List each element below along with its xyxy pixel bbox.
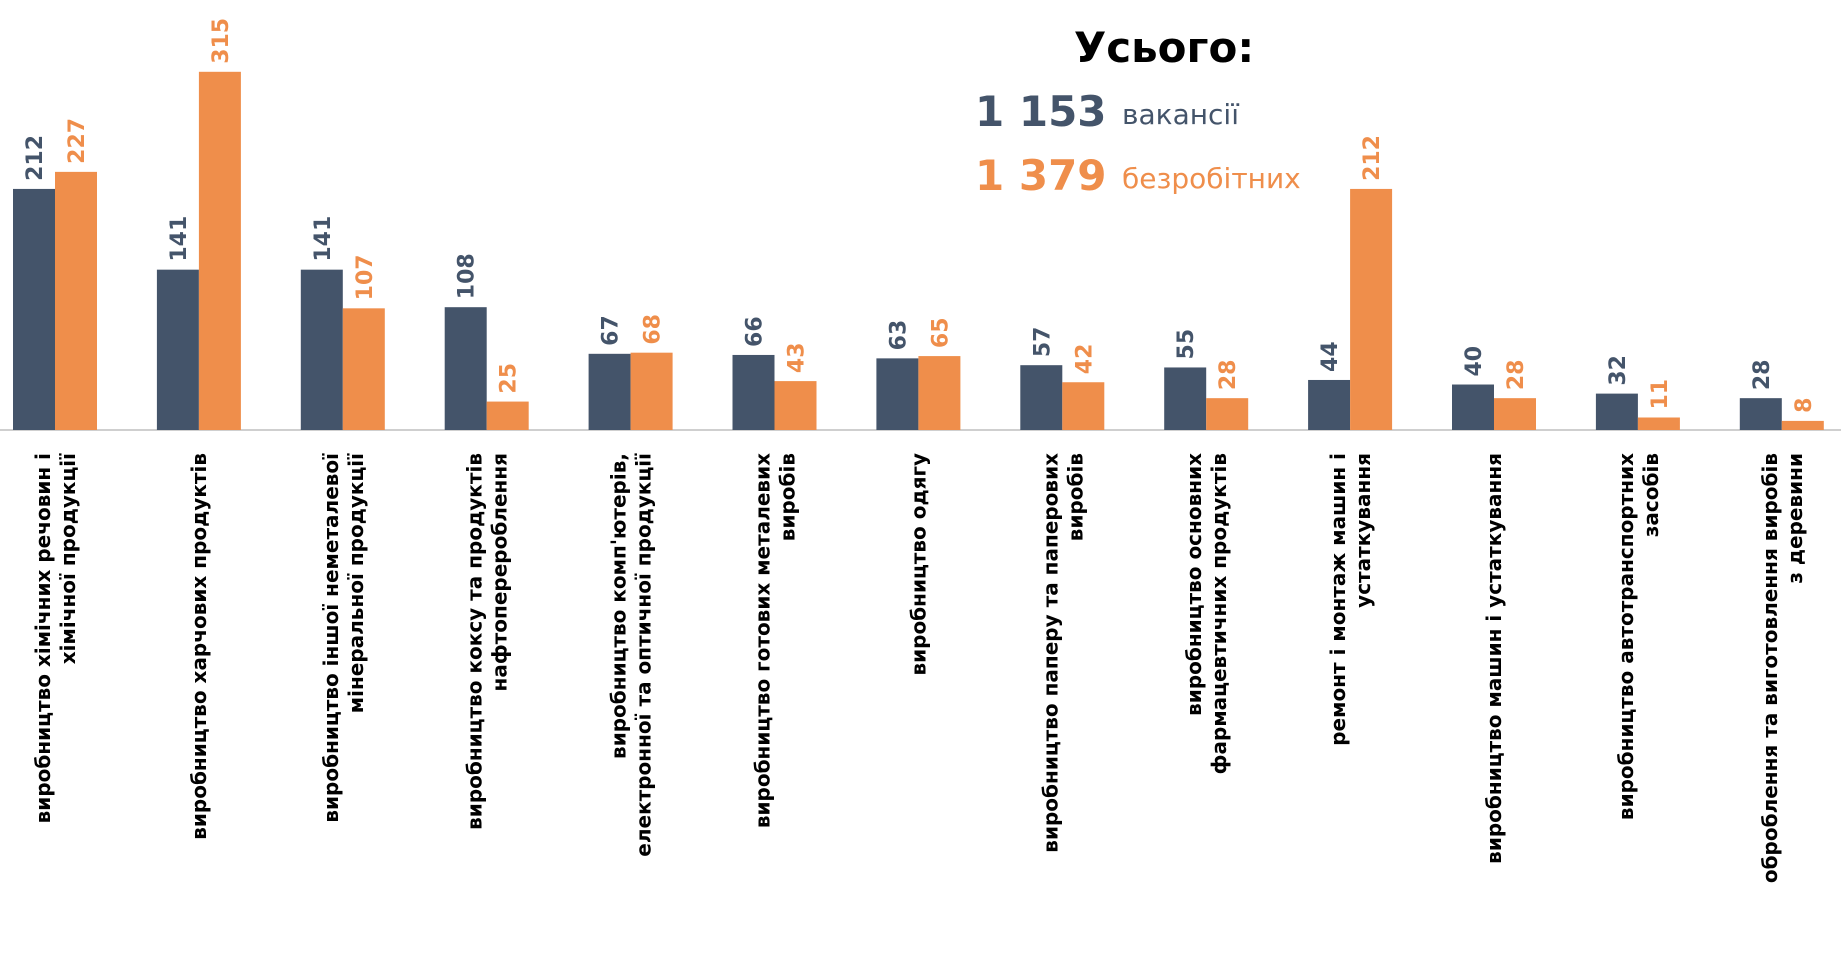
value-label: 108 <box>455 253 480 299</box>
x-tick-label: ремонт і монтаж машин іустаткування <box>1326 453 1375 746</box>
x-tick-label: виробництво машин і устаткування <box>1482 453 1506 864</box>
value-label: 63 <box>886 320 911 351</box>
value-label: 28 <box>1504 360 1529 391</box>
value-label: 55 <box>1174 329 1199 360</box>
bar <box>1020 365 1063 430</box>
value-label: 66 <box>743 316 768 347</box>
value-label: 25 <box>497 363 522 394</box>
bar <box>630 352 673 430</box>
legend-vacancies: вакансії <box>1122 98 1239 131</box>
value-label: 11 <box>1648 379 1673 410</box>
x-tick-label: виробництво основнихфармацевтичних проду… <box>1182 453 1231 774</box>
bar <box>1452 384 1494 430</box>
bar <box>1637 417 1680 430</box>
x-tick-label: виробництво іншої неметалевоїмінеральної… <box>319 453 368 823</box>
bar <box>588 353 631 430</box>
bar <box>876 358 919 430</box>
bar <box>1350 188 1393 430</box>
value-label: 43 <box>785 342 810 373</box>
bar <box>1164 367 1207 430</box>
bar <box>156 269 199 430</box>
x-tick-label: виробництво автотранспортнихзасобів <box>1614 453 1663 820</box>
total-vacancies: 1 153 <box>975 87 1107 136</box>
total-unemployed: 1 379 <box>975 151 1107 200</box>
bar <box>732 354 775 430</box>
bar <box>55 171 97 430</box>
x-tick-label: оброблення та виготовлення виробівз дере… <box>1758 453 1807 883</box>
bar <box>13 188 55 430</box>
value-label: 28 <box>1216 360 1241 391</box>
value-label: 212 <box>23 135 48 181</box>
value-label: 32 <box>1606 355 1631 386</box>
bar <box>300 269 343 430</box>
x-tick-label: виробництво харчових продуктів <box>187 453 211 840</box>
bar <box>1739 398 1782 430</box>
value-label: 315 <box>209 18 234 64</box>
value-label: 57 <box>1030 327 1055 358</box>
bar <box>774 381 817 430</box>
bar <box>342 308 385 430</box>
bar <box>1494 398 1536 430</box>
x-tick-label: виробництво коксу та продуктівнафтоперер… <box>463 453 512 830</box>
bar <box>1781 420 1824 430</box>
bar <box>1308 379 1351 430</box>
value-label: 107 <box>353 254 378 300</box>
value-label: 141 <box>167 216 192 262</box>
x-tick-label: виробництво комп'ютерів,електронної та о… <box>607 453 656 857</box>
value-label: 42 <box>1072 344 1097 375</box>
value-label: 40 <box>1462 346 1487 377</box>
value-label: 65 <box>928 317 953 348</box>
bar <box>1595 393 1638 430</box>
x-tick-label: виробництво одягу <box>906 453 930 676</box>
bar <box>198 71 241 431</box>
value-label: 227 <box>65 118 90 164</box>
value-label: 212 <box>1360 135 1385 181</box>
bar <box>1062 382 1105 430</box>
x-tick-label: виробництво готових металевихвиробів <box>751 453 800 828</box>
bar <box>486 401 529 430</box>
x-tick-label: виробництво паперу та паперовихвиробів <box>1038 453 1087 853</box>
value-label: 68 <box>641 314 666 345</box>
value-label: 28 <box>1750 360 1775 391</box>
summary-title: Усього: <box>1074 23 1254 72</box>
value-label: 44 <box>1318 341 1343 372</box>
bar <box>1206 398 1249 430</box>
value-label: 8 <box>1792 398 1817 413</box>
legend-unemployed: безробітних <box>1122 162 1301 195</box>
x-tick-label: виробництво хімічних речовин іхімічної п… <box>31 453 80 823</box>
value-label: 67 <box>599 315 624 346</box>
value-label: 141 <box>311 216 336 262</box>
bar <box>918 356 961 430</box>
bar <box>444 307 487 430</box>
